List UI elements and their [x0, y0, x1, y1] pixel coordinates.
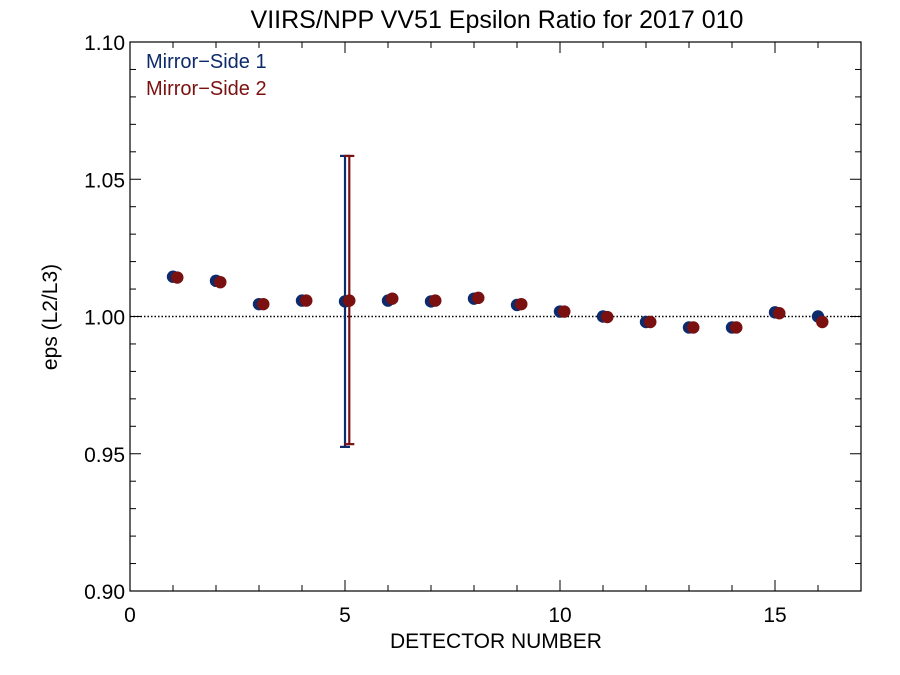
data-point-series-2 — [730, 321, 743, 334]
data-point-series-2 — [472, 291, 485, 305]
data-point-series-2 — [343, 294, 356, 307]
y-tick-label: 1.10 — [84, 32, 125, 55]
data-points — [166, 270, 829, 334]
x-tick-label: 0 — [124, 604, 136, 627]
data-point-series-2 — [300, 294, 313, 307]
data-point-series-2 — [257, 297, 270, 311]
legend-entry-mirror-side-1: Mirror−Side 1 — [146, 51, 267, 73]
data-point-series-2 — [171, 271, 184, 284]
data-point-series-2 — [214, 275, 227, 289]
data-point-series-2 — [816, 315, 829, 329]
data-point-series-2 — [386, 292, 399, 305]
plot-frame — [129, 41, 862, 592]
y-tick-label: 1.00 — [84, 307, 125, 330]
tick-labels: 0 5 10 15 0.90 0.95 1.00 1.05 1.10 — [84, 32, 787, 627]
chart-title: VIIRS/NPP VV51 Epsilon Ratio for 2017 01… — [251, 6, 744, 34]
x-tick-label: 10 — [548, 604, 571, 627]
data-point-series-2 — [687, 321, 700, 334]
y-axis-label: eps (L2/L3) — [39, 264, 62, 370]
x-tick-label: 15 — [763, 604, 786, 627]
data-point-series-2 — [558, 305, 571, 318]
data-point-series-2 — [429, 294, 442, 307]
x-tick-label: 5 — [339, 604, 351, 627]
x-axis-label: DETECTOR NUMBER — [390, 630, 602, 653]
data-point-series-2 — [644, 315, 657, 329]
y-tick-label: 1.05 — [84, 169, 125, 192]
legend-entry-mirror-side-2: Mirror−Side 2 — [146, 78, 267, 100]
data-point-series-2 — [601, 310, 614, 324]
data-point-series-2 — [773, 307, 786, 320]
y-tick-label: 0.95 — [84, 444, 125, 467]
data-point-series-2 — [515, 297, 528, 311]
y-tick-label: 0.90 — [84, 581, 125, 604]
